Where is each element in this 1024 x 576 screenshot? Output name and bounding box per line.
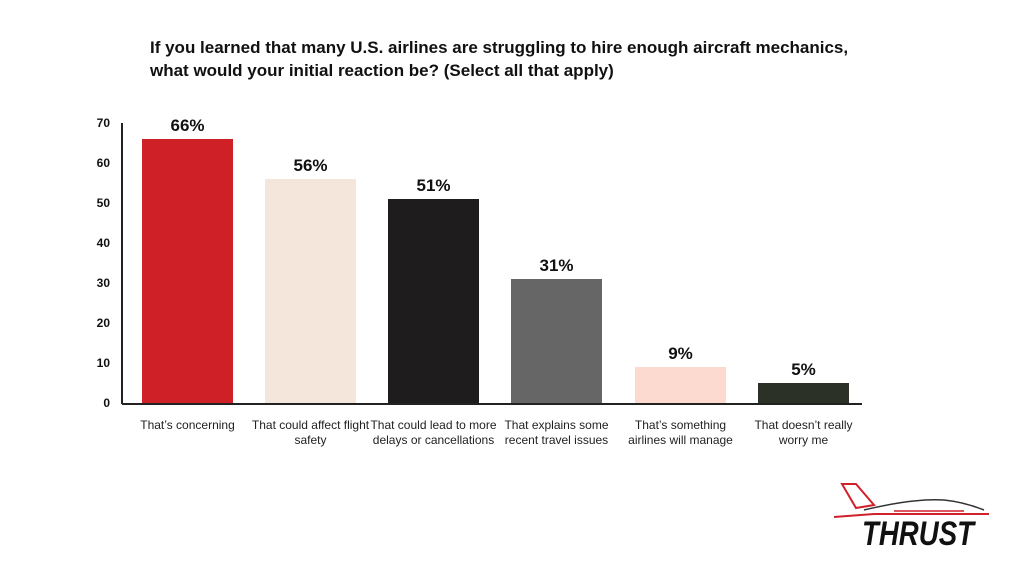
bar (635, 367, 726, 403)
bar (758, 383, 849, 403)
bar (511, 279, 602, 403)
y-tick-label: 40 (97, 236, 111, 250)
y-tick-label: 30 (97, 276, 111, 290)
x-tick-label: That’s concerning (140, 418, 235, 432)
data-label: 9% (668, 344, 693, 363)
y-tick-label: 70 (97, 116, 111, 130)
bar (265, 179, 356, 403)
x-tick-label: That doesn’t really worry me (754, 418, 853, 447)
data-label: 56% (293, 156, 327, 175)
y-tick-label: 20 (97, 316, 111, 330)
data-label: 31% (539, 256, 573, 275)
data-label: 66% (170, 116, 204, 135)
x-tick-label: That could affect flight safety (251, 418, 370, 447)
data-label: 51% (416, 176, 450, 195)
x-tick-label: That could lead to more delays or cancel… (370, 418, 497, 447)
y-tick-label: 50 (97, 196, 111, 210)
x-tick-label: That explains some recent travel issues (504, 418, 609, 447)
y-tick-label: 0 (103, 396, 110, 410)
svg-text:THRUST: THRUST (862, 515, 977, 550)
bar (142, 139, 233, 403)
thrust-logo: THRUST (834, 483, 989, 550)
bar (388, 199, 479, 403)
data-label: 5% (791, 360, 816, 379)
x-tick-label: That’s something airlines will manage (628, 418, 733, 447)
y-tick-label: 60 (97, 156, 111, 170)
chart-title: If you learned that many U.S. airlines a… (150, 38, 849, 80)
y-tick-label: 10 (97, 356, 111, 370)
